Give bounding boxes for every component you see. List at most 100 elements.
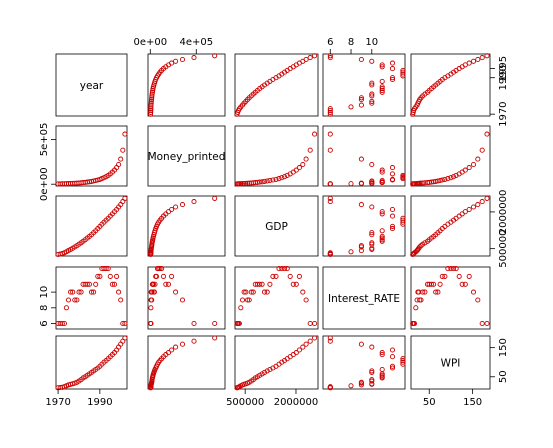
point-Interest_RATE-WPI-25 <box>389 354 396 360</box>
point-GDP-Money_printed-22 <box>279 175 285 181</box>
point-Interest_RATE-year-21 <box>400 73 406 79</box>
point-Interest_RATE-GDP-25 <box>389 213 396 219</box>
point-Money_printed-GDP-28 <box>169 206 175 213</box>
point-Money_printed-year-6 <box>148 100 154 106</box>
point-WPI-Money_printed-21 <box>445 176 451 182</box>
tick-label-left-Interest_RATE-1: 8 <box>39 305 50 311</box>
point-Interest_RATE-Money_printed-9 <box>358 180 364 186</box>
point-Interest_RATE-Money_printed-26 <box>379 169 385 175</box>
point-Money_printed-WPI-31 <box>191 338 197 344</box>
point-GDP-Interest_RATE-22 <box>279 266 285 272</box>
point-GDP-Money_printed-5 <box>239 181 246 187</box>
tick-label-right-WPI-1: 150 <box>498 338 509 357</box>
point-Interest_RATE-WPI-22 <box>400 359 406 365</box>
variable-label-year: year <box>80 80 104 92</box>
point-year-Interest_RATE-9 <box>74 297 80 303</box>
panel-Money_printed-vs-WPI <box>410 125 491 187</box>
point-Interest_RATE-WPI-11 <box>369 377 375 383</box>
point-Money_printed-Interest_RATE-28 <box>169 273 175 279</box>
panel-year-vs-Money_printed <box>147 53 226 117</box>
panel-Interest_RATE-vs-Interest_RATE <box>322 266 406 330</box>
point-Money_printed-Interest_RATE-31 <box>191 320 197 327</box>
point-Interest_RATE-WPI-18 <box>379 366 385 373</box>
panel-GDP-vs-Money_printed <box>147 195 226 257</box>
point-year-Interest_RATE-24 <box>105 266 111 272</box>
point-GDP-Interest_RATE-19 <box>270 273 276 279</box>
point-WPI-Money_printed-10 <box>420 180 426 186</box>
point-Interest_RATE-year-31 <box>327 55 333 61</box>
point-GDP-Money_printed-14 <box>257 179 263 185</box>
point-GDP-Money_printed-29 <box>300 161 306 168</box>
point-Money_printed-GDP-19 <box>153 226 159 232</box>
point-Money_printed-Interest_RATE-25 <box>160 273 167 279</box>
panel-WPI-vs-year <box>55 335 128 390</box>
point-WPI-Money_printed-31 <box>479 147 485 153</box>
point-GDP-Interest_RATE-8 <box>244 297 251 303</box>
point-Interest_RATE-GDP-29 <box>369 204 375 210</box>
point-WPI-GDP-30 <box>475 202 481 208</box>
point-Interest_RATE-GDP-19 <box>389 226 396 232</box>
point-Money_printed-Interest_RATE-29 <box>173 289 179 295</box>
point-Money_printed-year-30 <box>179 56 186 63</box>
point-WPI-year-30 <box>475 56 481 63</box>
point-year-Interest_RATE-27 <box>111 281 118 287</box>
tick-label-left-Interest_RATE-0: 6 <box>39 320 50 326</box>
point-GDP-Interest_RATE-29 <box>300 289 306 295</box>
point-Money_printed-Interest_RATE-4 <box>148 305 154 311</box>
point-Money_printed-Interest_RATE-9 <box>149 297 155 303</box>
point-GDP-Money_printed-28 <box>296 165 302 171</box>
point-WPI-Interest_RATE-22 <box>448 266 454 272</box>
point-Interest_RATE-Money_printed-18 <box>379 177 385 184</box>
point-Interest_RATE-year-22 <box>400 71 406 77</box>
point-GDP-WPI-31 <box>307 338 313 344</box>
point-WPI-Interest_RATE-20 <box>442 273 448 279</box>
point-Interest_RATE-year-13 <box>379 87 385 94</box>
point-Money_printed-year-3 <box>148 106 154 112</box>
panel-WPI-vs-Money_printed <box>147 335 226 390</box>
point-GDP-Interest_RATE-32 <box>312 320 318 327</box>
point-Interest_RATE-GDP-5 <box>358 248 364 254</box>
point-Interest_RATE-Money_printed-28 <box>389 165 396 171</box>
point-GDP-Money_printed-13 <box>254 179 260 185</box>
point-WPI-GDP-29 <box>470 204 477 210</box>
point-WPI-Interest_RATE-16 <box>433 289 439 295</box>
point-WPI-Money_printed-30 <box>475 156 481 162</box>
tick-label-top-Money_printed-1: 4e+05 <box>179 37 213 48</box>
point-WPI-Money_printed-27 <box>462 167 468 173</box>
point-Interest_RATE-year-29 <box>369 58 375 64</box>
point-WPI-year-29 <box>470 58 477 64</box>
point-Interest_RATE-WPI-17 <box>369 368 375 374</box>
point-year-Interest_RATE-25 <box>107 273 113 279</box>
point-GDP-Interest_RATE-9 <box>246 297 252 303</box>
point-WPI-Interest_RATE-30 <box>475 297 481 303</box>
point-year-Money_printed-32 <box>122 131 128 137</box>
point-Interest_RATE-GDP-14 <box>379 235 385 241</box>
point-GDP-Interest_RATE-13 <box>254 281 260 287</box>
point-Interest_RATE-year-30 <box>358 56 364 63</box>
point-Interest_RATE-year-25 <box>389 66 396 72</box>
point-year-Interest_RATE-6 <box>68 289 74 295</box>
point-Interest_RATE-WPI-32 <box>327 335 333 341</box>
point-Money_printed-year-28 <box>169 60 175 66</box>
point-Interest_RATE-year-23 <box>400 69 406 75</box>
point-GDP-Interest_RATE-21 <box>276 266 282 272</box>
point-Money_printed-WPI-32 <box>212 335 218 341</box>
point-WPI-Interest_RATE-32 <box>484 320 490 327</box>
tick-label-bottom-GDP-1: 2000000 <box>274 397 319 408</box>
point-Interest_RATE-Money_printed-32 <box>327 131 333 137</box>
point-Interest_RATE-WPI-3 <box>327 384 333 390</box>
point-Interest_RATE-year-28 <box>389 60 396 66</box>
point-GDP-Interest_RATE-17 <box>264 289 270 295</box>
point-Interest_RATE-Money_printed-29 <box>369 161 375 168</box>
point-Interest_RATE-year-6 <box>369 100 375 106</box>
variable-label-GDP: GDP <box>265 221 288 233</box>
point-Interest_RATE-WPI-23 <box>400 357 406 364</box>
point-year-Money_printed-31 <box>120 147 126 153</box>
point-GDP-Interest_RATE-16 <box>261 289 268 295</box>
point-WPI-GDP-28 <box>466 206 472 213</box>
point-Interest_RATE-GDP-20 <box>389 223 396 229</box>
point-GDP-Interest_RATE-5 <box>239 297 246 303</box>
point-WPI-Interest_RATE-28 <box>466 273 472 279</box>
point-Interest_RATE-year-10 <box>369 93 375 99</box>
